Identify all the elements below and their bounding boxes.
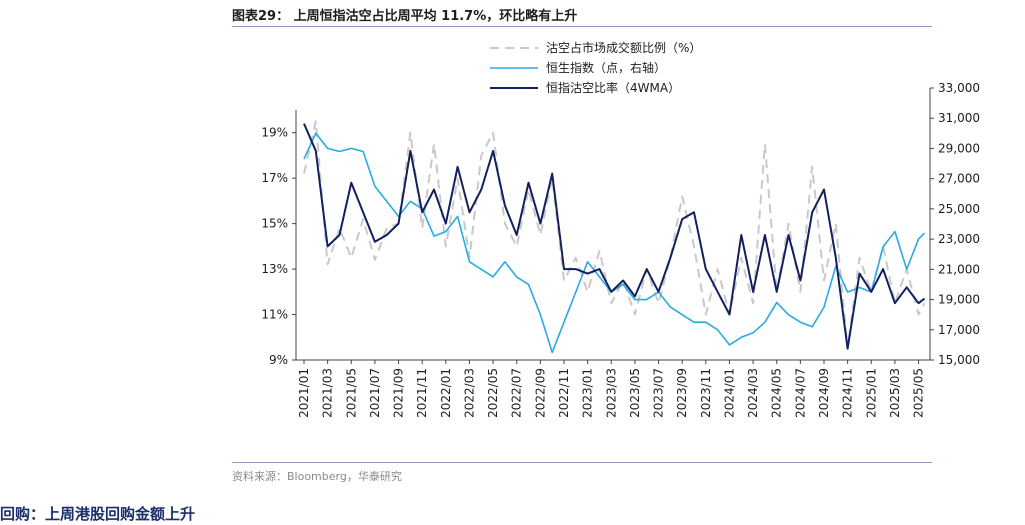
right-tick-label: 31,000 [938, 111, 980, 125]
right-tick-label: 17,000 [938, 323, 980, 337]
right-tick-label: 27,000 [938, 172, 980, 186]
x-tick-label: 2021/09 [392, 368, 406, 418]
x-tick-label: 2023/05 [628, 368, 642, 418]
x-tick-label: 2024/09 [817, 368, 831, 418]
source-divider [232, 462, 932, 463]
right-tick-label: 19,000 [938, 293, 980, 307]
x-tick-label: 2025/03 [888, 368, 902, 418]
x-tick-label: 2025/05 [912, 368, 926, 418]
short-ratio-4wma-line [303, 123, 926, 350]
chart-title: 图表29： 上周恒指沽空占比周平均 11.7%，环比略有上升 [232, 9, 578, 24]
short-ratio-line [303, 120, 926, 350]
short-ratio-chart: 9% 11% 13% 15% 17% 19% 15,000 17,000 19,000 21,00… [261, 40, 980, 418]
right-tick-label: 29,000 [938, 141, 980, 155]
x-tick-label: 2021/05 [344, 368, 358, 418]
right-tick-label: 25,000 [938, 202, 980, 216]
hsi-line [303, 132, 926, 354]
x-tick-label: 2024/03 [746, 368, 760, 418]
x-tick-label: 2023/03 [604, 368, 618, 418]
right-tick-label: 23,000 [938, 232, 980, 246]
legend-label: 沽空占市场成交额比例（%） [546, 40, 701, 55]
x-tick-label: 2024/01 [722, 368, 736, 418]
right-tick-label: 15,000 [938, 353, 980, 367]
x-tick-label: 2024/11 [841, 368, 855, 418]
next-section-heading: 回购：上周港股回购金额上升 [0, 505, 196, 523]
x-tick-label: 2021/11 [415, 368, 429, 418]
legend-label: 恒生指数（点，右轴） [546, 60, 666, 75]
left-tick-label: 13% [261, 262, 288, 276]
x-tick-label: 2021/01 [297, 368, 311, 418]
left-tick-label: 9% [269, 353, 288, 367]
x-tick-label: 2022/05 [486, 368, 500, 418]
x-tick-label: 2023/09 [675, 368, 689, 418]
left-tick-label: 11% [261, 308, 288, 322]
right-tick-label: 21,000 [938, 262, 980, 276]
left-tick-label: 19% [261, 126, 288, 140]
x-tick-label: 2022/09 [533, 368, 547, 418]
x-tick-label: 2022/03 [462, 368, 476, 418]
x-tick-label: 2021/07 [368, 368, 382, 418]
x-tick-label: 2023/01 [581, 368, 595, 418]
x-tick-label: 2021/03 [321, 368, 335, 418]
left-tick-label: 15% [261, 217, 288, 231]
title-divider [232, 26, 932, 27]
x-tick-label: 2023/11 [699, 368, 713, 418]
left-tick-label: 17% [261, 171, 288, 185]
x-tick-label: 2022/07 [510, 368, 524, 418]
x-tick-label: 2023/07 [652, 368, 666, 418]
x-tick-label: 2022/01 [439, 368, 453, 418]
series-layer [303, 120, 926, 354]
x-tick-label: 2024/07 [793, 368, 807, 418]
right-tick-label: 33,000 [938, 81, 980, 95]
x-tick-label: 2025/01 [864, 368, 878, 418]
x-tick-label: 2022/11 [557, 368, 571, 418]
chart-legend: 沽空占市场成交额比例（%） 恒生指数（点，右轴） 恒指沽空比率（4WMA） [490, 40, 701, 95]
x-tick-label: 2024/05 [770, 368, 784, 418]
legend-label: 恒指沽空比率（4WMA） [546, 80, 680, 95]
source-note: 资料来源：Bloomberg，华泰研究 [232, 470, 402, 483]
axes-layer: 9% 11% 13% 15% 17% 19% 15,000 17,000 19,000 21,00… [261, 81, 980, 418]
